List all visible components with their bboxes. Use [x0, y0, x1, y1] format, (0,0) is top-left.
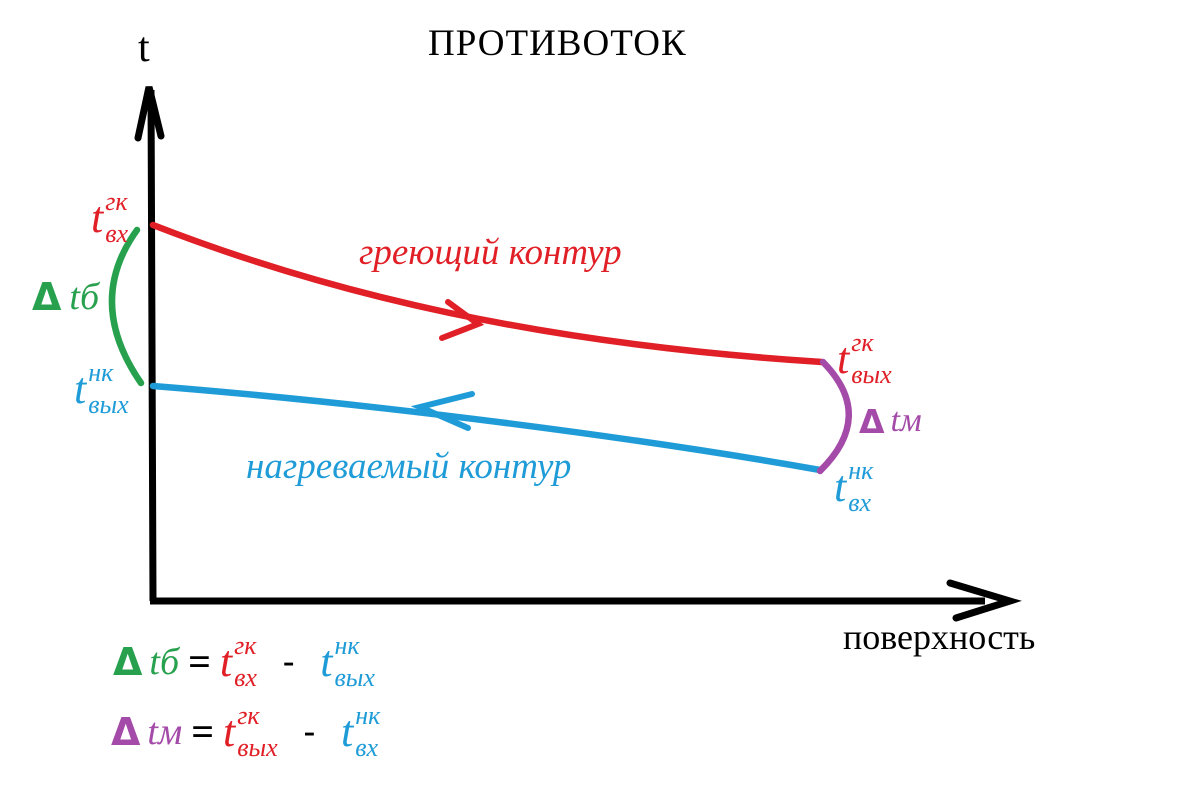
delta-icon: Δ — [32, 275, 62, 319]
t-symbol: t — [341, 707, 354, 756]
subscript: вх — [234, 663, 257, 692]
subscript: вых — [334, 663, 375, 692]
superscript: гк — [105, 187, 128, 216]
subscript: вх — [848, 488, 872, 517]
script-stack: нк вх — [355, 703, 380, 761]
subscript: вых — [851, 360, 892, 389]
superscript: нк — [355, 701, 381, 730]
t-symbol: t — [74, 364, 87, 413]
t-symbol: t — [837, 334, 850, 383]
y-axis-arrowhead-icon — [134, 86, 165, 142]
t-symbol: t — [320, 637, 333, 686]
hot-flow-arrow-icon — [439, 299, 485, 341]
delta-tm-bracket — [816, 358, 852, 475]
t-symbol: t — [219, 637, 233, 686]
superscript: нк — [334, 631, 360, 660]
script-stack: гк вых — [237, 703, 277, 761]
delta-icon: Δ — [111, 710, 141, 754]
subscript: вых — [237, 733, 278, 762]
hot-circuit-curve — [149, 221, 826, 366]
delta-name: tм — [890, 402, 922, 439]
cold-flow-arrow-icon — [410, 391, 475, 431]
delta-icon: Δ — [859, 401, 885, 441]
superscript: гк — [851, 328, 874, 357]
subscript: вх — [355, 733, 379, 762]
superscript: нк — [88, 358, 114, 387]
cold-circuit-label: нагреваемый контур — [246, 446, 572, 487]
label-cold-inlet-temp: t нк вх — [834, 458, 873, 516]
y-axis-label: t — [138, 25, 150, 71]
x-axis-label: поверхность — [843, 617, 1036, 657]
delta-name: tб — [69, 276, 100, 318]
script-stack: гк вых — [851, 330, 891, 388]
delta-icon: Δ — [113, 640, 143, 684]
cold-circuit-curve — [149, 382, 824, 474]
superscript: гк — [237, 701, 260, 730]
superscript: нк — [848, 456, 874, 485]
term-cold-inlet-temp: t нк вх — [341, 703, 380, 761]
subscript: вых — [88, 390, 129, 419]
script-stack: нк вых — [335, 633, 375, 691]
script-stack: нк вых — [88, 360, 128, 418]
label-hot-outlet-temp: t гк вых — [837, 330, 892, 388]
label-cold-outlet-temp: t нк вых — [74, 360, 129, 418]
script-stack: нк вх — [848, 458, 873, 516]
delta-tm-annotation: Δ tм — [859, 404, 922, 438]
hot-circuit-label: греющий контур — [359, 232, 622, 273]
t-symbol: t — [834, 462, 847, 511]
delta-tb-bracket — [108, 226, 145, 387]
equals-sign: = — [188, 639, 211, 684]
subscript: вх — [105, 219, 129, 248]
formula-delta-tb: Δ tб = t гк вх - t нк вых — [113, 633, 375, 691]
minus-sign: - — [282, 643, 295, 680]
label-hot-inlet-temp: t гк вх — [91, 189, 128, 247]
term-hot-outlet-temp: t гк вых — [223, 703, 278, 761]
script-stack: гк вх — [234, 633, 257, 691]
term-hot-inlet-temp: t гк вх — [220, 633, 257, 691]
script-stack: гк вх — [105, 189, 128, 247]
y-axis-line — [147, 89, 157, 602]
t-symbol: t — [91, 193, 104, 242]
minus-sign: - — [303, 713, 316, 750]
term-cold-outlet-temp: t нк вых — [320, 633, 375, 691]
formula-delta-tm: Δ tм = t гк вых - t нк вх — [111, 703, 380, 761]
superscript: гк — [234, 631, 257, 660]
diagram-title: ПРОТИВОТОК — [428, 23, 687, 64]
delta-name: tб — [149, 641, 180, 683]
x-axis-arrowhead-icon — [946, 579, 1022, 622]
equals-sign: = — [191, 709, 215, 754]
delta-name: tм — [147, 711, 183, 753]
t-symbol: t — [223, 707, 236, 756]
delta-tb-annotation: Δ tб — [32, 278, 99, 316]
